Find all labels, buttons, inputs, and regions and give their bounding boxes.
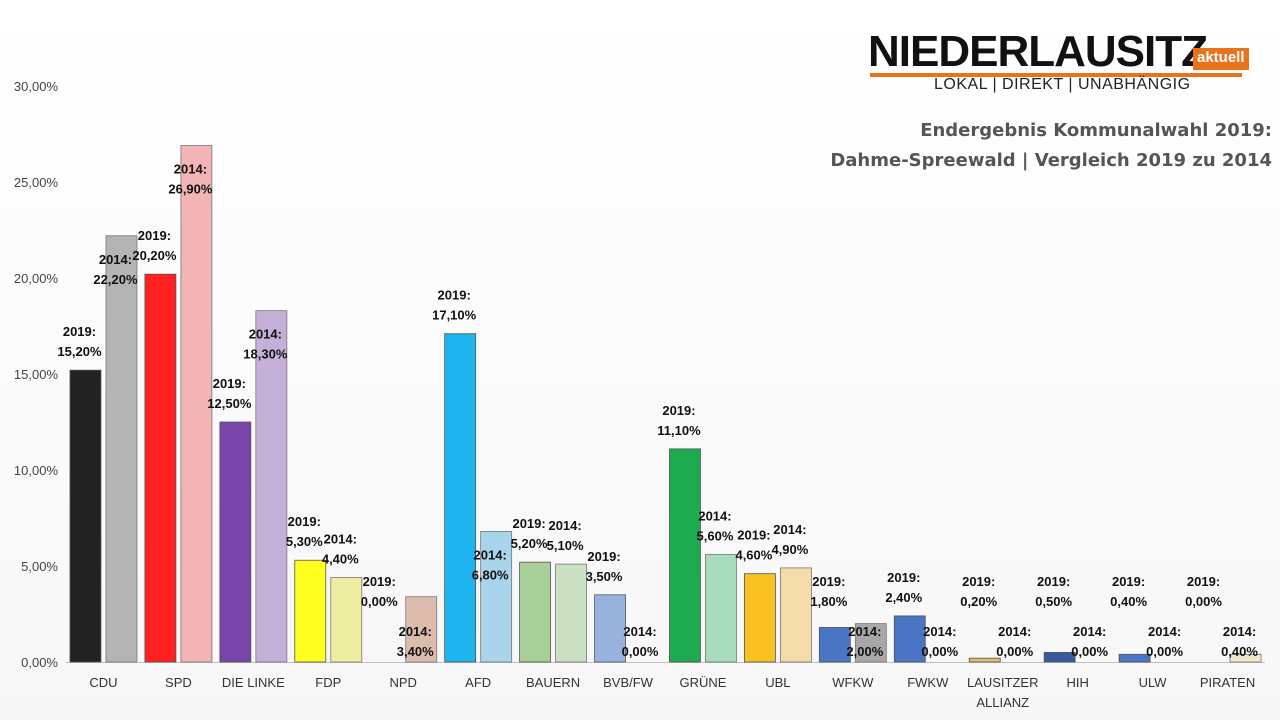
- chart-title-line-2: Dahme-Spreewald | Vergleich 2019 zu 2014: [830, 150, 1272, 171]
- x-category-label: FWKW: [907, 675, 949, 690]
- data-label-2019: 2019: 20,20%: [132, 228, 177, 263]
- bar-2014: [405, 596, 438, 663]
- logo-wordmark: NIEDERLAUSITZ: [868, 27, 1208, 76]
- bar-2014: [854, 623, 887, 663]
- bar-2019: [444, 333, 477, 663]
- bar-2019: [1043, 652, 1076, 663]
- x-category-label: BVB/FW: [603, 675, 654, 690]
- bar-2014: [555, 563, 587, 663]
- bar-2019: [818, 627, 851, 663]
- x-category-label: CDU: [89, 675, 117, 690]
- bar-2014: [105, 235, 138, 663]
- bar-2019: [669, 448, 701, 663]
- bar-2019: [1118, 653, 1151, 663]
- data-label-2019: 2019: 15,20%: [57, 324, 102, 359]
- data-label-2014: 2014: 4,90%: [771, 522, 808, 557]
- logo-badge: aktuell: [1193, 48, 1249, 70]
- chart-title-line-1: Endergebnis Kommunalwahl 2019:: [920, 120, 1272, 141]
- data-label-2014: 2014: 4,40%: [322, 532, 359, 567]
- x-category-label: WFKW: [832, 675, 874, 690]
- data-label-2019: 2019: 0,50%: [1035, 574, 1072, 609]
- data-label-2014: 2014: 0,40%: [1221, 624, 1258, 659]
- data-label-2019: 2019: 3,50%: [586, 549, 623, 584]
- data-label-2014: 2014: 18,30%: [243, 327, 288, 362]
- y-tick-label: 25,00%: [14, 175, 59, 190]
- data-label-2019: 2019: 0,00%: [1185, 574, 1222, 609]
- x-category-label: PIRATEN: [1200, 675, 1255, 690]
- data-label-2019: 2019: 5,30%: [286, 514, 323, 549]
- bar-2019: [294, 559, 327, 663]
- brand-logo: NIEDERLAUSITZ aktuell LOKAL | DIREKT | U…: [868, 27, 1249, 98]
- data-label-2019: 2019: 1,80%: [810, 574, 847, 609]
- bar-2019: [744, 573, 776, 663]
- data-label-2014: 2014: 0,00%: [996, 624, 1033, 659]
- y-tick-label: 20,00%: [14, 271, 59, 286]
- x-category-label: NPD: [389, 675, 416, 690]
- bar-2014: [480, 531, 513, 663]
- data-label-2014: 2014: 0,00%: [622, 624, 659, 659]
- data-label-2019: 2019: 17,10%: [432, 288, 477, 323]
- data-label-2014: 2014: 2,00%: [846, 624, 883, 659]
- data-label-2019: 2019: 5,20%: [511, 516, 548, 551]
- chart-title: Endergebnis Kommunalwahl 2019: Dahme-Spr…: [830, 116, 1272, 176]
- y-tick-label: 10,00%: [14, 463, 59, 478]
- data-label-2014: 2014: 5,60%: [697, 508, 734, 543]
- bar-2019: [69, 369, 102, 663]
- x-category-label: SPD: [165, 675, 192, 690]
- data-label-2019: 2019: 2,40%: [885, 570, 922, 605]
- bar-2019: [594, 594, 626, 663]
- data-label-2014: 2014: 6,80%: [472, 547, 509, 582]
- bar-2014: [1229, 653, 1262, 663]
- x-category-label: HIH: [1066, 675, 1088, 690]
- bar-2019: [519, 561, 551, 663]
- y-tick-label: 30,00%: [14, 79, 59, 94]
- x-category-label: DIE LINKE: [222, 675, 285, 690]
- bar-2019: [893, 615, 926, 663]
- x-category-label: BAUERN: [526, 675, 580, 690]
- x-category-label: FDP: [315, 675, 341, 690]
- data-label-2019: 2019: 0,20%: [960, 574, 997, 609]
- data-label-2014: 2014: 26,90%: [168, 162, 213, 197]
- y-tick-label: 5,00%: [21, 559, 58, 574]
- data-label-2014: 2014: 0,00%: [1146, 624, 1183, 659]
- x-category-label: UBL: [765, 675, 790, 690]
- data-label-2014: 2014: 0,00%: [1071, 624, 1108, 659]
- bar-2019: [144, 273, 177, 663]
- bar-2014: [255, 310, 288, 663]
- data-label-2019: 2019: 12,50%: [207, 376, 252, 411]
- bar-2014: [780, 567, 812, 663]
- data-label-2014: 2014: 3,40%: [397, 624, 434, 659]
- bar-2019: [968, 657, 1001, 663]
- logo-underline: [870, 73, 1242, 77]
- data-label-2014: 2014: 22,20%: [93, 252, 138, 287]
- x-category-label: ULW: [1139, 675, 1168, 690]
- data-label-2019: 2019: 11,10%: [657, 403, 701, 438]
- x-category-label: LAUSITZER ALLIANZ: [967, 675, 1039, 710]
- x-category-label: AFD: [465, 675, 491, 690]
- data-label-2019: 2019: 0,00%: [361, 574, 398, 609]
- data-label-2019: 2019: 4,60%: [735, 528, 772, 563]
- bar-2014: [330, 577, 363, 663]
- data-label-2014: 2014: 0,00%: [921, 624, 958, 659]
- bar-2019: [219, 421, 252, 663]
- x-category-label: GRÜNE: [679, 675, 726, 690]
- logo-tagline: LOKAL | DIREKT | UNABHÄNGIG: [934, 76, 1191, 93]
- y-tick-label: 0,00%: [21, 655, 58, 670]
- bar-2014: [705, 554, 737, 663]
- data-label-2014: 2014: 5,10%: [547, 518, 584, 553]
- bar-2014: [180, 145, 213, 663]
- data-label-2019: 2019: 0,40%: [1110, 574, 1147, 609]
- y-tick-label: 15,00%: [14, 367, 59, 382]
